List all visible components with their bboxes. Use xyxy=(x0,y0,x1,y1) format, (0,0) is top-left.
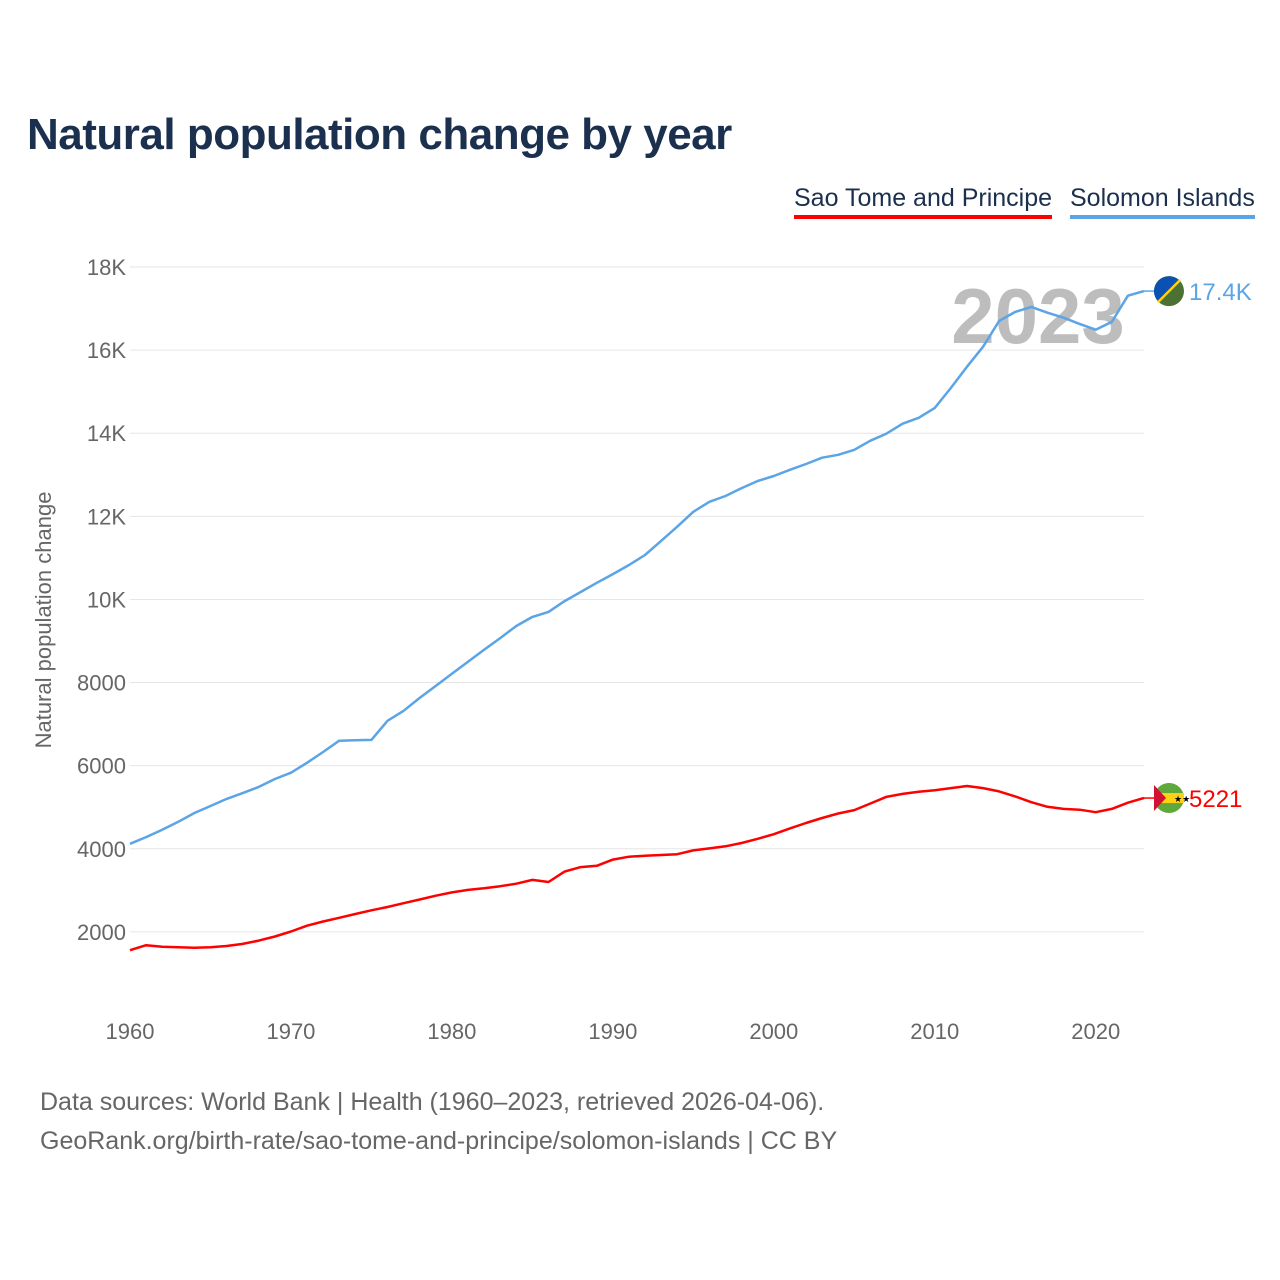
footer-sources: Data sources: World Bank | Health (1960–… xyxy=(40,1088,825,1116)
y-tick-label: 14K xyxy=(87,421,126,446)
flag-red-triangle xyxy=(1154,785,1166,812)
x-tick-label: 1990 xyxy=(588,1019,637,1044)
x-tick-label: 1980 xyxy=(427,1019,476,1044)
series-line-solomon-islands xyxy=(129,289,1145,845)
year-watermark: 2023 xyxy=(951,272,1125,360)
y-tick-label: 10K xyxy=(87,587,126,612)
y-tick-label: 16K xyxy=(87,338,126,363)
end-value-label: 17.4K xyxy=(1189,279,1252,306)
y-tick-label: 18K xyxy=(87,255,126,280)
y-tick-label: 2000 xyxy=(77,920,126,945)
flag-stars: ★★ xyxy=(1174,794,1190,804)
legend-sao-tome-and-principe[interactable]: Sao Tome and Principe xyxy=(794,184,1053,219)
footer-link[interactable]: GeoRank.org/birth-rate/sao-tome-and-prin… xyxy=(40,1127,838,1155)
flag-blue-part xyxy=(1154,276,1179,303)
x-tick-label: 1970 xyxy=(266,1019,315,1044)
x-tick-label: 2000 xyxy=(749,1019,798,1044)
flag-yellow-band xyxy=(1154,793,1184,804)
y-tick-label: 4000 xyxy=(77,837,126,862)
x-tick-label: 2010 xyxy=(910,1019,959,1044)
y-tick-label: 8000 xyxy=(77,671,126,696)
y-axis-label: Natural population change xyxy=(31,492,56,749)
flag-stripe xyxy=(1157,279,1181,303)
end-value-label: 5221 xyxy=(1189,786,1242,813)
legend-solomon-islands[interactable]: Solomon Islands xyxy=(1070,184,1255,219)
y-tick-label: 6000 xyxy=(77,754,126,779)
chart-title: Natural population change by year xyxy=(27,110,732,159)
y-tick-label: 12K xyxy=(87,504,126,529)
x-tick-label: 2020 xyxy=(1071,1019,1120,1044)
series-line-sao-tome-and-principe xyxy=(129,784,1145,952)
x-tick-label: 1960 xyxy=(106,1019,155,1044)
